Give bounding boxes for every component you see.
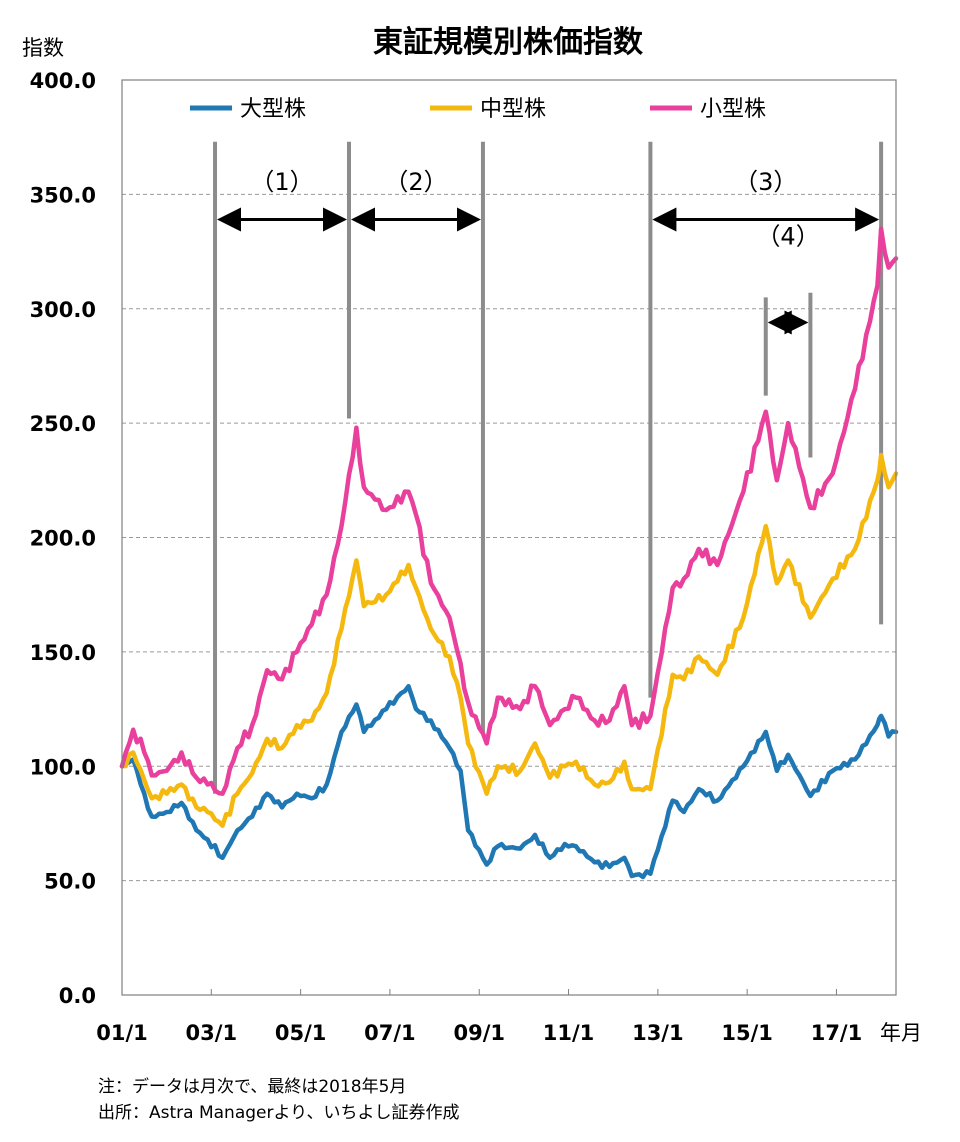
y-tick-label: 350.0 <box>30 183 96 207</box>
y-tick-layer: 0.0 50.0 100.0 150.0 200.0 250.0 300.0 350.0 400… <box>30 69 96 1008</box>
period-label: （1） <box>250 168 313 196</box>
marker-layer <box>213 141 884 794</box>
x-tick-label: 11/1 <box>543 1021 595 1045</box>
x-tick-label: 09/1 <box>453 1021 505 1045</box>
footnote-line-2: 出所：Astra Managerより、いちよし証券作成 <box>98 1103 459 1123</box>
plot-frame <box>121 79 897 996</box>
y-axis-label: 指数 <box>22 36 64 60</box>
legend: 大型株 中型株 小型株 <box>190 97 766 122</box>
footnote-line-1: 注：データは月次で、最終は2018年5月 <box>98 1076 406 1097</box>
legend-label: 中型株 <box>480 97 546 122</box>
y-tick-label: 400.0 <box>30 69 96 93</box>
y-tick-label: 100.0 <box>30 755 96 779</box>
series-line-3 <box>119 226 899 796</box>
x-tick-label: 13/1 <box>632 1021 684 1045</box>
x-tick-layer: 01/1 03/1 05/1 07/1 09/1 11/1 13/1 15/1 17/1 <box>96 989 862 1045</box>
series-layer <box>119 226 899 880</box>
y-tick-label: 200.0 <box>30 527 96 551</box>
chart-title: 東証規模別株価指数 <box>373 25 644 60</box>
x-tick-label: 15/1 <box>721 1021 773 1045</box>
x-tick-label: 03/1 <box>186 1021 238 1045</box>
series-line-2 <box>119 452 899 828</box>
period-label: （4） <box>756 223 819 251</box>
y-tick-label: 250.0 <box>30 412 96 436</box>
series-line-1 <box>119 683 899 880</box>
legend-label: 大型株 <box>240 97 306 122</box>
y-tick-label: 300.0 <box>30 298 96 322</box>
period-label: （2） <box>384 168 447 196</box>
legend-label: 小型株 <box>700 97 766 122</box>
y-tick-label: 150.0 <box>30 641 96 665</box>
x-tick-label: 01/1 <box>96 1021 148 1045</box>
annotation-layer: （1） （2） （3） （4） <box>217 168 880 335</box>
x-tick-label: 17/1 <box>811 1021 863 1045</box>
x-tick-label: 05/1 <box>275 1021 327 1045</box>
y-tick-label: 50.0 <box>44 870 96 894</box>
grid-layer <box>122 193 896 882</box>
y-tick-label: 0.0 <box>59 984 96 1008</box>
x-tick-label: 07/1 <box>364 1021 416 1045</box>
x-axis-label: 年月 <box>880 1021 922 1045</box>
period-label: （3） <box>734 168 797 196</box>
